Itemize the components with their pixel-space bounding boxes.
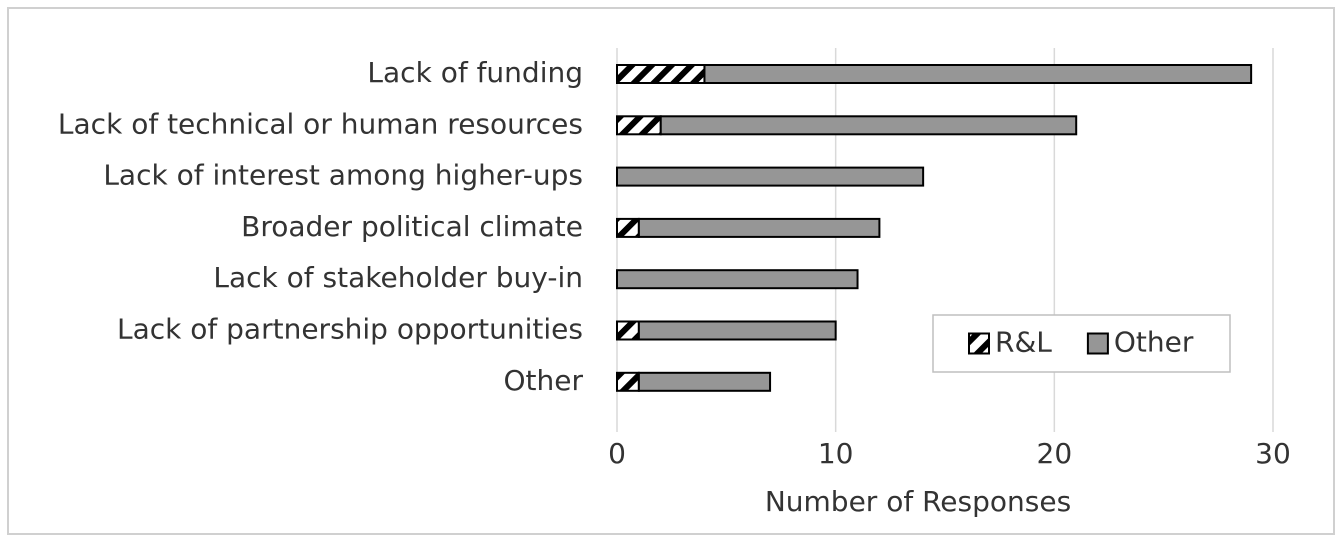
y-tick-label: Lack of interest among higher-ups [103, 159, 583, 192]
bar-segment [637, 371, 772, 392]
y-tick-label: Lack of stakeholder buy-in [213, 261, 583, 294]
y-tick-label: Lack of technical or human resources [58, 107, 583, 140]
x-tick-label: 0 [608, 437, 626, 470]
x-tick-label: 20 [1037, 437, 1073, 470]
legend-swatch [968, 332, 990, 355]
bar-segment [616, 320, 640, 341]
bar-segment [616, 166, 925, 187]
bar-segment [659, 115, 1078, 136]
bar-segment [616, 269, 859, 290]
x-tick-label: 30 [1255, 437, 1291, 470]
x-axis-title: Number of Responses [765, 485, 1071, 518]
legend-swatch [1086, 332, 1109, 355]
bar-segment [616, 64, 706, 84]
legend-label: Other [1114, 326, 1194, 359]
y-tick-label: Broader political climate [241, 210, 583, 243]
bar-segment [637, 217, 881, 238]
bar-segment [616, 115, 662, 136]
bar-segment [703, 64, 1253, 84]
legend-label: R&L [995, 326, 1052, 359]
y-tick-label: Other [503, 364, 583, 397]
y-tick-label: Lack of partnership opportunities [117, 313, 583, 346]
x-tick-label: 10 [818, 437, 854, 470]
bar-segment [637, 320, 837, 341]
y-tick-label: Lack of funding [367, 56, 583, 89]
bar-segment [616, 371, 640, 392]
bar-segment [616, 217, 640, 238]
